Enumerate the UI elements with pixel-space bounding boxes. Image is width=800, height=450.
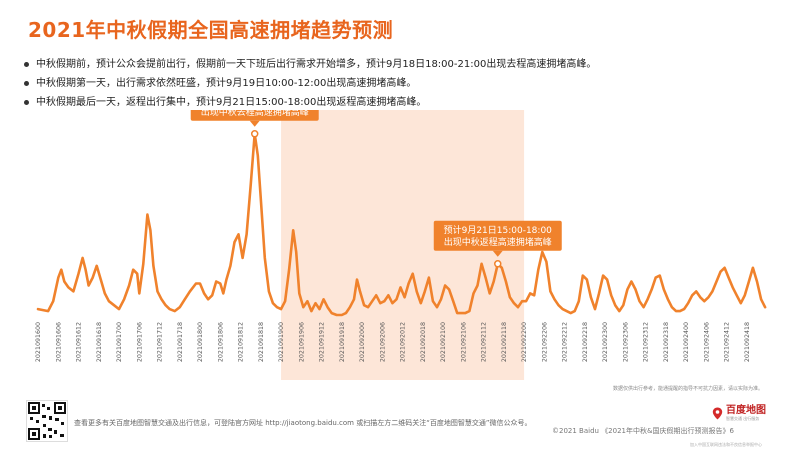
- annotation-box: [433, 220, 562, 251]
- x-tick-label: 2021091612: [76, 322, 83, 362]
- annotation-box: [190, 110, 319, 121]
- series-line: [36, 132, 767, 317]
- copyright: ©2021 Baidu 《2021年中秋&国庆假期出行预测报告》6: [552, 427, 734, 435]
- page-title: 2021年中秋假期全国高速拥堵趋势预测: [28, 18, 394, 42]
- x-tick-label: 2021092318: [663, 322, 670, 362]
- x-tick-label: 2021092012: [400, 322, 407, 362]
- logo-text: 百度地图: [726, 405, 766, 416]
- x-tick-label: 2021092418: [744, 322, 751, 362]
- summary-list: 中秋假期前，预计公众会提前出行，假期前一天下班后出行需求开始增多，预计9月18日…: [24, 55, 596, 112]
- annotation-pointer: [492, 250, 503, 257]
- x-tick-label: 2021092400: [683, 322, 690, 362]
- congestion-trend-chart: 2021091600 2021091606 2021091612 2021091618…: [35, 110, 767, 380]
- annotation-text: 预计9月21日15:00-18:00: [444, 224, 553, 236]
- x-tick-label: 2021092112: [481, 322, 488, 362]
- x-tick-label: 2021091906: [298, 322, 305, 362]
- x-tick-label: 2021092100: [440, 322, 447, 362]
- x-tick-label: 2021092000: [359, 322, 366, 362]
- summary-text: 中秋假期最后一天，返程出行集中，预计9月21日15:00-18:00出现返程高速…: [36, 97, 427, 108]
- bullet-icon: [24, 62, 29, 67]
- summary-text: 中秋假期第一天，出行需求依然旺盛，预计9月19日10:00-12:00出现高速拥…: [36, 78, 417, 89]
- peak-marker: [494, 260, 502, 268]
- logo-subtext: 智慧交通 出行服务: [726, 416, 760, 421]
- x-tick-label: 2021091812: [238, 322, 245, 362]
- x-tick-label: 2021091706: [136, 322, 143, 362]
- x-tick-label: 2021091600: [35, 322, 42, 362]
- summary-item: 中秋假期第一天，出行需求依然旺盛，预计9月19日10:00-12:00出现高速拥…: [24, 74, 596, 93]
- x-tick-label: 2021091700: [116, 322, 123, 362]
- qr-code-icon: [28, 402, 66, 440]
- x-tick-label: 2021092106: [460, 322, 467, 362]
- x-tick-label: 2021091718: [177, 322, 184, 362]
- icp-text: 加入中国互联网违法和不良信息举报中心: [690, 442, 762, 447]
- bullet-icon: [24, 81, 29, 86]
- summary-item: 中秋假期最后一天，返程出行集中，预计9月21日15:00-18:00出现返程高速…: [24, 93, 596, 112]
- chart-note: 数据仅供出行参考，能通提醒的指导不可抗力因素，请以实际为准。: [613, 386, 764, 392]
- x-tick-label: 2021091606: [55, 322, 62, 362]
- x-tick-label: 2021092206: [541, 322, 548, 362]
- x-tick-label: 2021091818: [258, 322, 265, 362]
- peak-marker: [250, 130, 259, 138]
- x-tick-label: 2021092406: [703, 322, 710, 362]
- x-tick-label: 2021092018: [420, 322, 427, 362]
- annotation-text: 出现中秋去程高速拥堵高峰: [201, 110, 309, 118]
- x-tick-label: 2021092218: [582, 322, 589, 362]
- x-tick-label: 2021092312: [643, 322, 650, 362]
- x-tick-label: 2021091618: [96, 322, 103, 362]
- x-tick-label: 2021092300: [602, 322, 609, 362]
- x-tick-label: 2021092306: [622, 322, 629, 362]
- annotation-pointer: [249, 120, 260, 127]
- x-tick-label: 2021092118: [501, 322, 508, 362]
- map-pin-icon: [712, 407, 723, 419]
- x-tick-label: 2021091900: [278, 322, 285, 362]
- footer-info: 查看更多有关百度地图智慧交通及出行信息，可登陆官方网址 http://jiaot…: [74, 419, 532, 427]
- x-tick-label: 2021091806: [217, 322, 224, 362]
- qr-code[interactable]: [26, 400, 68, 442]
- annotation-text: 出现中秋返程高速拥堵高峰: [444, 236, 552, 248]
- summary-item: 中秋假期前，预计公众会提前出行，假期前一天下班后出行需求开始增多，预计9月18日…: [24, 55, 596, 74]
- x-tick-label: 2021092212: [562, 322, 569, 362]
- x-tick-label: 2021091918: [339, 322, 346, 362]
- x-tick-label: 2021092006: [379, 322, 386, 362]
- summary-text: 中秋假期前，预计公众会提前出行，假期前一天下班后出行需求开始增多，预计9月18日…: [36, 59, 597, 70]
- bullet-icon: [24, 100, 29, 105]
- x-tick-label: 2021092200: [521, 322, 528, 362]
- baidu-map-logo: 百度地图 智慧交通 出行服务: [712, 405, 766, 421]
- x-tick-label: 2021091912: [319, 322, 326, 362]
- x-tick-label: 2021092412: [724, 322, 731, 362]
- x-tick-label: 2021091712: [157, 322, 164, 362]
- x-tick-label: 2021091800: [197, 322, 204, 362]
